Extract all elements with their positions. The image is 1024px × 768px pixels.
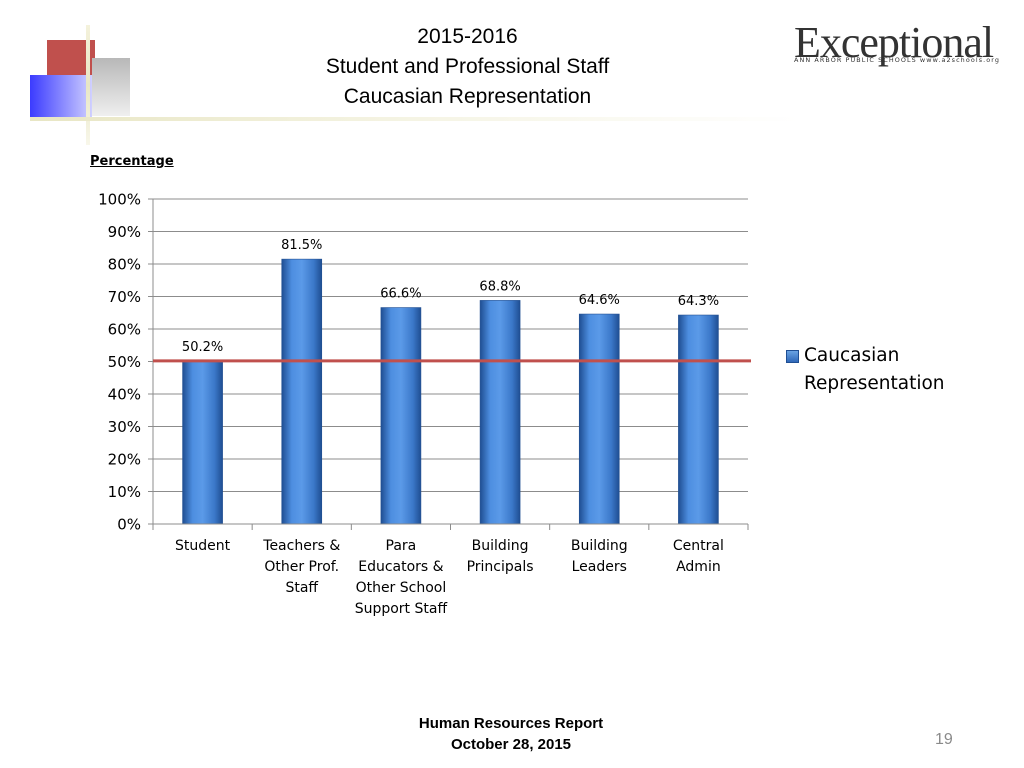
x-category-label-line: Other School bbox=[355, 580, 447, 596]
y-tick-label: 20% bbox=[108, 451, 141, 469]
x-category-label: Central Admin bbox=[650, 536, 746, 578]
footer-line-1: Human Resources Report bbox=[418, 715, 604, 732]
x-category-label-line: Staff bbox=[285, 580, 319, 596]
footer: Human Resources Report October 28, 2015 bbox=[380, 713, 642, 755]
y-tick-label: 100% bbox=[98, 191, 141, 209]
bar bbox=[479, 300, 521, 525]
x-category-label: Teachers & Other Prof. Staff bbox=[254, 536, 350, 599]
header-horizontal-rule bbox=[30, 117, 800, 121]
corner-gray-square bbox=[92, 58, 130, 116]
logo-wordmark: Exceptional bbox=[794, 18, 994, 67]
footer-line-2: October 28, 2015 bbox=[450, 736, 572, 753]
x-category-label-line: Para bbox=[385, 538, 417, 554]
bar bbox=[182, 360, 223, 525]
x-category-label: Building Principals bbox=[452, 536, 548, 578]
axes bbox=[152, 199, 749, 530]
bar bbox=[578, 313, 620, 525]
x-category-label-line: Principals bbox=[466, 559, 534, 575]
bar bbox=[380, 307, 422, 525]
bar bbox=[678, 314, 719, 525]
title-line-3: Caucasian Representation bbox=[343, 85, 592, 108]
x-category-label-line: Support Staff bbox=[354, 601, 448, 617]
title-line-1: 2015-2016 bbox=[417, 25, 518, 48]
y-tick-label: 10% bbox=[108, 483, 141, 501]
exceptional-logo: Exceptional ANN ARBOR PUBLIC SCHOOLS www… bbox=[790, 18, 1004, 72]
data-label: 50.2% bbox=[182, 340, 223, 355]
logo-tagline: ANN ARBOR PUBLIC SCHOOLS www.a2schools.o… bbox=[794, 56, 1001, 64]
data-label: 81.5% bbox=[281, 238, 322, 253]
y-tick-label: 80% bbox=[108, 256, 141, 274]
x-category-label: Para Educators & Other School Support Staff bbox=[353, 536, 449, 620]
data-label: 64.6% bbox=[579, 293, 620, 308]
corner-vertical-rule bbox=[86, 25, 90, 145]
data-label: 66.6% bbox=[380, 287, 421, 302]
x-category-label-line: Other Prof. bbox=[264, 559, 340, 575]
y-tick-label: 30% bbox=[108, 418, 141, 436]
data-label: 68.8% bbox=[479, 279, 520, 294]
data-label: 64.3% bbox=[678, 294, 719, 309]
page-number: 19 bbox=[935, 731, 953, 748]
y-axis-caption: Percentage bbox=[90, 154, 174, 169]
bars bbox=[182, 258, 719, 525]
gridlines bbox=[153, 198, 748, 492]
x-category-label: Building Leaders bbox=[551, 536, 647, 578]
y-tick-label: 70% bbox=[108, 288, 141, 306]
corner-blue-square bbox=[30, 75, 92, 119]
y-tick-label: 0% bbox=[117, 516, 141, 534]
y-tick-label: 90% bbox=[108, 223, 141, 241]
x-category-label-line: Building bbox=[471, 538, 529, 554]
x-category-label-line: Building bbox=[570, 538, 628, 554]
slide-title: 2015-2016 Student and Professional Staff… bbox=[270, 22, 665, 112]
legend-swatch bbox=[786, 350, 799, 363]
x-category-label-line: Admin bbox=[676, 559, 721, 575]
y-tick-label: 40% bbox=[108, 386, 141, 404]
legend-entry: Caucasian Representation bbox=[804, 345, 945, 394]
x-category-label-line: Educators & bbox=[358, 559, 444, 575]
title-line-2: Student and Professional Staff bbox=[325, 55, 610, 78]
y-axis-ticks: 0% 10% 20% 30% 40% 50% 60% 70% 80% 90% 100% bbox=[98, 191, 153, 534]
x-category-label: Student bbox=[155, 536, 251, 557]
y-tick-label: 50% bbox=[108, 353, 141, 371]
x-category-label-line: Teachers & bbox=[263, 538, 341, 554]
y-tick-label: 60% bbox=[108, 321, 141, 339]
data-labels: 50.2% 81.5% 66.6% 68.8% 64.6% 64.3% bbox=[182, 238, 719, 355]
x-category-label-line: Leaders bbox=[571, 559, 627, 575]
x-category-label-line: Central bbox=[672, 538, 724, 554]
x-category-label-line: Student bbox=[175, 538, 231, 554]
bar bbox=[281, 258, 323, 525]
